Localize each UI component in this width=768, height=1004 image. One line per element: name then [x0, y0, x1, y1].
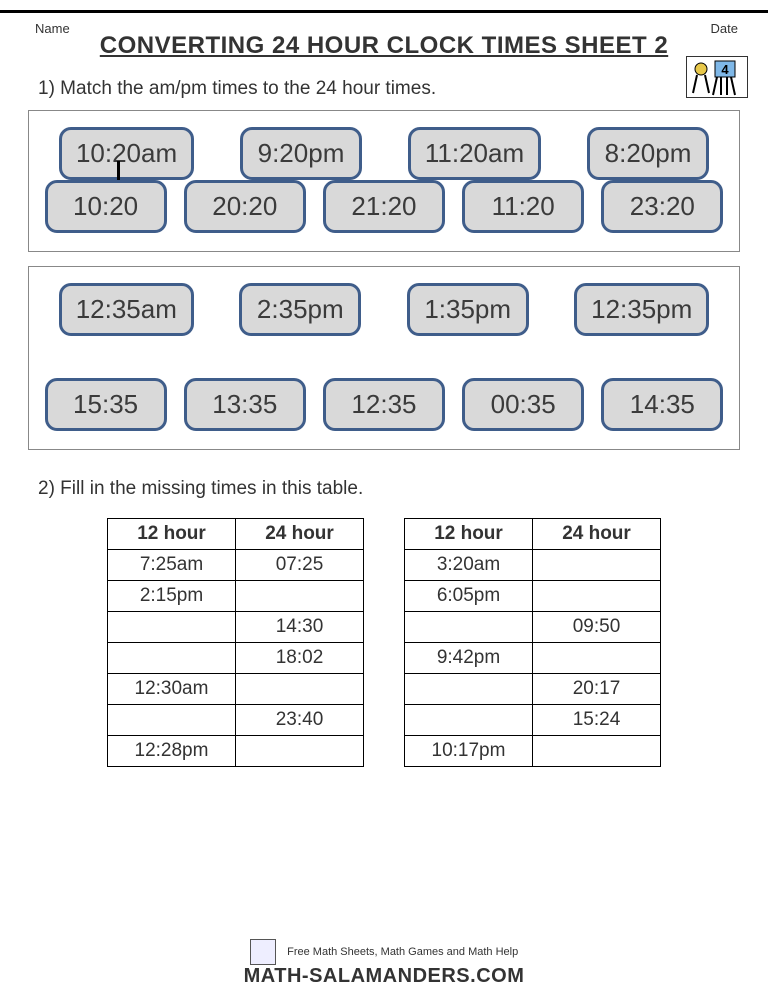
time-box: 13:35: [184, 378, 306, 431]
table-row: 2:15pm: [108, 581, 364, 612]
table-cell: [108, 612, 236, 643]
table-cell: [108, 705, 236, 736]
table-cell: [533, 643, 661, 674]
time-box: 00:35: [462, 378, 584, 431]
content: 1) Match the am/pm times to the 24 hour …: [0, 78, 768, 767]
table-cell: 07:25: [236, 550, 364, 581]
table-header: 24 hour: [236, 519, 364, 550]
time-box: 15:35: [45, 378, 167, 431]
time-box: 11:20am: [408, 127, 541, 180]
table-cell: [533, 581, 661, 612]
q1b-bottom-row: 15:35 13:35 12:35 00:35 14:35: [41, 378, 727, 431]
table-row: 15:24: [405, 705, 661, 736]
time-box: 12:35pm: [574, 283, 709, 336]
logo-badge: 4: [686, 56, 748, 98]
table-cell: [236, 674, 364, 705]
table-cell: 23:40: [236, 705, 364, 736]
time-box: 9:20pm: [240, 127, 362, 180]
time-box: 1:35pm: [407, 283, 529, 336]
table-row: 9:42pm: [405, 643, 661, 674]
table-row: 23:40: [108, 705, 364, 736]
table-cell: 12:30am: [108, 674, 236, 705]
time-box: 10:20am: [59, 127, 194, 180]
table-row: 6:05pm: [405, 581, 661, 612]
q1b-top-row: 12:35am 2:35pm 1:35pm 12:35pm: [41, 283, 727, 336]
table-cell: [405, 612, 533, 643]
badge-number: 4: [721, 62, 729, 77]
table-cell: [405, 674, 533, 705]
page-title: CONVERTING 24 HOUR CLOCK TIMES SHEET 2: [100, 32, 668, 59]
table-row: 7:25am07:25: [108, 550, 364, 581]
table-cell: 20:17: [533, 674, 661, 705]
table-row: 20:17: [405, 674, 661, 705]
footer-tagline: Free Math Sheets, Math Games and Math He…: [287, 946, 518, 958]
q2-prompt: 2) Fill in the missing times in this tab…: [38, 478, 740, 500]
table-cell: 09:50: [533, 612, 661, 643]
time-box: 21:20: [323, 180, 445, 233]
time-box: 14:35: [601, 378, 723, 431]
table-cell: 15:24: [533, 705, 661, 736]
match-group-b: 12:35am 2:35pm 1:35pm 12:35pm 15:35 13:35 12:…: [28, 266, 740, 450]
time-box: 23:20: [601, 180, 723, 233]
table-left: 12 hour24 hour7:25am07:252:15pm14:3018:0…: [107, 518, 364, 767]
table-cell: 7:25am: [108, 550, 236, 581]
table-cell: 12:28pm: [108, 736, 236, 767]
table-cell: [533, 736, 661, 767]
table-row: 12:30am: [108, 674, 364, 705]
table-cell: [236, 736, 364, 767]
footer-icon: [250, 939, 276, 965]
time-box: 2:35pm: [239, 283, 361, 336]
match-group-a: 10:20am 9:20pm 11:20am 8:20pm 10:20 20:20 21:…: [28, 110, 740, 252]
time-box: 10:20: [45, 180, 167, 233]
time-box: 20:20: [184, 180, 306, 233]
table-cell: 3:20am: [405, 550, 533, 581]
title-wrap: CONVERTING 24 HOUR CLOCK TIMES SHEET 2: [0, 32, 768, 60]
table-row: 14:30: [108, 612, 364, 643]
time-box: 8:20pm: [587, 127, 709, 180]
table-right: 12 hour24 hour3:20am6:05pm09:509:42pm20:…: [404, 518, 661, 767]
table-cell: 18:02: [236, 643, 364, 674]
table-cell: 14:30: [236, 612, 364, 643]
time-box: 11:20: [462, 180, 584, 233]
table-row: 12:28pm: [108, 736, 364, 767]
table-cell: [108, 643, 236, 674]
table-row: 09:50: [405, 612, 661, 643]
table-cell: 6:05pm: [405, 581, 533, 612]
q1-prompt: 1) Match the am/pm times to the 24 hour …: [38, 78, 740, 100]
table-cell: 2:15pm: [108, 581, 236, 612]
q1a-top-row: 10:20am 9:20pm 11:20am 8:20pm: [41, 127, 727, 180]
footer-brand: MATH-SALAMANDERS.COM: [244, 965, 525, 987]
footer: Free Math Sheets, Math Games and Math He…: [0, 939, 768, 988]
table-row: 3:20am: [405, 550, 661, 581]
time-box: 12:35: [323, 378, 445, 431]
table-row: 18:02: [108, 643, 364, 674]
table-cell: [405, 705, 533, 736]
time-box: 12:35am: [59, 283, 194, 336]
tables-wrap: 12 hour24 hour7:25am07:252:15pm14:3018:0…: [28, 518, 740, 767]
table-header: 12 hour: [405, 519, 533, 550]
table-header: 12 hour: [108, 519, 236, 550]
table-header: 24 hour: [533, 519, 661, 550]
table-row: 10:17pm: [405, 736, 661, 767]
table-cell: [533, 550, 661, 581]
table-cell: 9:42pm: [405, 643, 533, 674]
q1a-bottom-row: 10:20 20:20 21:20 11:20 23:20: [41, 180, 727, 233]
table-cell: [236, 581, 364, 612]
table-cell: 10:17pm: [405, 736, 533, 767]
